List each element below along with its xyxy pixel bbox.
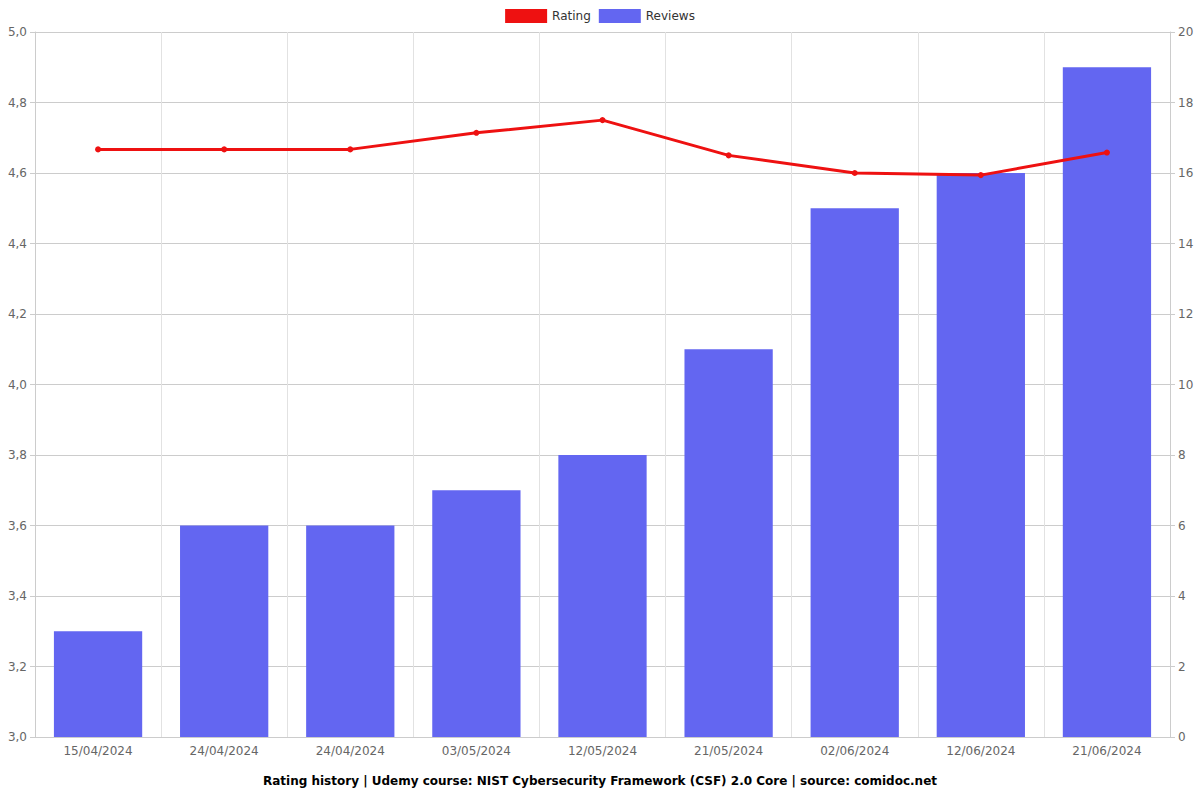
svg-text:3,0: 3,0 xyxy=(8,730,27,744)
svg-text:24/04/2024: 24/04/2024 xyxy=(190,744,259,758)
svg-text:3,2: 3,2 xyxy=(8,660,27,674)
svg-text:4,0: 4,0 xyxy=(8,378,27,392)
svg-text:Rating: Rating xyxy=(552,9,591,23)
svg-text:4: 4 xyxy=(1178,589,1186,603)
svg-text:14: 14 xyxy=(1178,237,1193,251)
svg-text:Rating history | Udemy course:: Rating history | Udemy course: NIST Cybe… xyxy=(263,774,937,788)
svg-text:18: 18 xyxy=(1178,96,1193,110)
svg-text:15/04/2024: 15/04/2024 xyxy=(63,744,132,758)
svg-text:4,6: 4,6 xyxy=(8,166,27,180)
svg-text:12/05/2024: 12/05/2024 xyxy=(568,744,637,758)
svg-text:12/06/2024: 12/06/2024 xyxy=(946,744,1015,758)
svg-text:5,0: 5,0 xyxy=(8,25,27,39)
svg-text:4,2: 4,2 xyxy=(8,307,27,321)
svg-text:10: 10 xyxy=(1178,378,1193,392)
svg-text:02/06/2024: 02/06/2024 xyxy=(820,744,889,758)
svg-text:21/05/2024: 21/05/2024 xyxy=(694,744,763,758)
svg-text:4,8: 4,8 xyxy=(8,96,27,110)
svg-text:12: 12 xyxy=(1178,307,1193,321)
svg-text:0: 0 xyxy=(1178,730,1186,744)
svg-text:03/05/2024: 03/05/2024 xyxy=(442,744,511,758)
svg-text:Reviews: Reviews xyxy=(646,9,695,23)
svg-text:3,4: 3,4 xyxy=(8,589,27,603)
svg-text:21/06/2024: 21/06/2024 xyxy=(1072,744,1141,758)
svg-text:24/04/2024: 24/04/2024 xyxy=(316,744,385,758)
svg-text:4,4: 4,4 xyxy=(8,237,27,251)
svg-text:20: 20 xyxy=(1178,25,1193,39)
svg-text:8: 8 xyxy=(1178,448,1186,462)
svg-text:3,6: 3,6 xyxy=(8,519,27,533)
svg-text:6: 6 xyxy=(1178,519,1186,533)
svg-text:3,8: 3,8 xyxy=(8,448,27,462)
svg-text:2: 2 xyxy=(1178,660,1186,674)
svg-text:16: 16 xyxy=(1178,166,1193,180)
